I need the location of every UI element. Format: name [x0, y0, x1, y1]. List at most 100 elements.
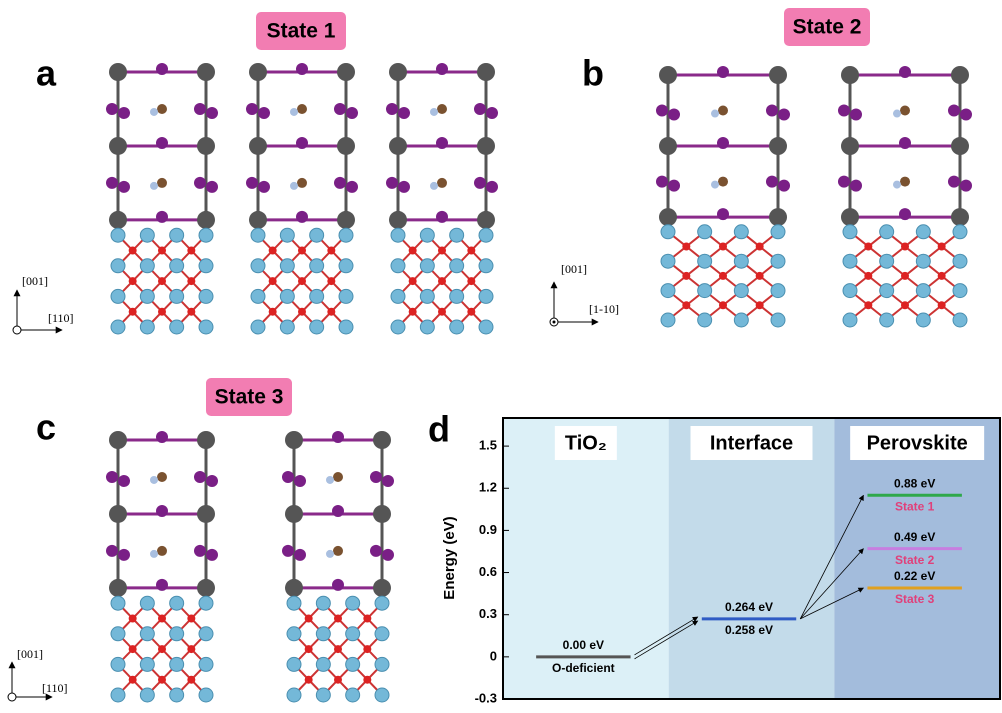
atom-pb	[389, 211, 407, 229]
atom-ti	[953, 225, 967, 239]
atom-pb	[109, 431, 127, 449]
y-tick-label: 1.2	[479, 480, 497, 495]
atom-i	[948, 105, 960, 117]
atom-ti	[339, 228, 353, 242]
atom-o	[334, 645, 342, 653]
atom-pb	[109, 579, 127, 597]
atom-ti	[287, 596, 301, 610]
molecule	[333, 472, 343, 482]
y-tick-label: -0.3	[475, 690, 497, 705]
atom-i	[386, 103, 398, 115]
atom-ti	[140, 228, 154, 242]
atom-ti	[661, 284, 675, 298]
atom-ti	[346, 688, 360, 702]
atom-i	[850, 180, 862, 192]
atom-pb	[841, 66, 859, 84]
atom-i	[334, 103, 346, 115]
atom-pb	[769, 137, 787, 155]
atom-o	[756, 243, 764, 251]
atom-i	[370, 471, 382, 483]
molecule	[157, 178, 167, 188]
atom-ti	[111, 228, 125, 242]
atom-ti	[316, 596, 330, 610]
atom-pb	[109, 211, 127, 229]
atom-i	[118, 107, 130, 119]
atom-ti	[391, 289, 405, 303]
atom-ti	[771, 313, 785, 327]
atom-ti	[450, 259, 464, 273]
molecule	[297, 104, 307, 114]
atom-ti	[339, 320, 353, 334]
atom-ti	[199, 228, 213, 242]
molecule	[893, 110, 901, 118]
atom-o	[719, 301, 727, 309]
atom-i	[960, 109, 972, 121]
atom-i	[282, 545, 294, 557]
molecule	[326, 476, 334, 484]
atom-o	[327, 247, 335, 255]
atom-i	[296, 63, 308, 75]
atom-o	[187, 247, 195, 255]
atom-ti	[734, 225, 748, 239]
panel-letter: a	[36, 53, 57, 94]
atom-i	[766, 105, 778, 117]
atom-o	[864, 272, 872, 280]
atom-ti	[140, 320, 154, 334]
atom-o	[187, 676, 195, 684]
atom-i	[717, 208, 729, 220]
atom-o	[938, 243, 946, 251]
atom-ti	[375, 688, 389, 702]
region-label: TiO₂	[565, 432, 607, 454]
molecule	[711, 181, 719, 189]
atom-ti	[391, 228, 405, 242]
atom-ti	[771, 254, 785, 268]
level-value: 0.264 eV	[725, 600, 773, 614]
atom-ti	[280, 259, 294, 273]
atom-ti	[391, 259, 405, 273]
atom-pb	[841, 208, 859, 226]
state-label: State 2	[793, 16, 862, 39]
atom-o	[467, 247, 475, 255]
atom-i	[346, 181, 358, 193]
axis-text: [001]	[561, 262, 587, 276]
atom-o	[334, 676, 342, 684]
atom-pb	[109, 505, 127, 523]
atom-pb	[769, 208, 787, 226]
atom-pb	[477, 137, 495, 155]
atom-ti	[140, 688, 154, 702]
atom-o	[363, 615, 371, 623]
level-name: State 2	[895, 553, 935, 567]
atom-i	[436, 137, 448, 149]
panel-letter: b	[582, 53, 604, 94]
atom-i	[332, 505, 344, 517]
atom-ti	[339, 259, 353, 273]
atom-i	[246, 177, 258, 189]
atom-o	[756, 301, 764, 309]
atom-pb	[109, 137, 127, 155]
atom-ti	[199, 627, 213, 641]
atom-i	[382, 475, 394, 487]
atom-o	[158, 676, 166, 684]
atom-i	[766, 176, 778, 188]
atom-o	[901, 272, 909, 280]
atom-pb	[197, 137, 215, 155]
atom-ti	[479, 259, 493, 273]
atom-o	[187, 277, 195, 285]
atom-ti	[170, 228, 184, 242]
atom-o	[467, 277, 475, 285]
atom-o	[901, 301, 909, 309]
atom-ti	[199, 289, 213, 303]
atom-o	[269, 277, 277, 285]
atom-ti	[375, 627, 389, 641]
molecule	[437, 104, 447, 114]
atom-pb	[477, 63, 495, 81]
atom-o	[938, 272, 946, 280]
molecule	[430, 182, 438, 190]
atom-ti	[479, 289, 493, 303]
atom-ti	[140, 657, 154, 671]
atom-i	[106, 545, 118, 557]
molecule	[718, 106, 728, 116]
atom-ti	[698, 225, 712, 239]
atom-o	[864, 301, 872, 309]
atom-i	[194, 471, 206, 483]
